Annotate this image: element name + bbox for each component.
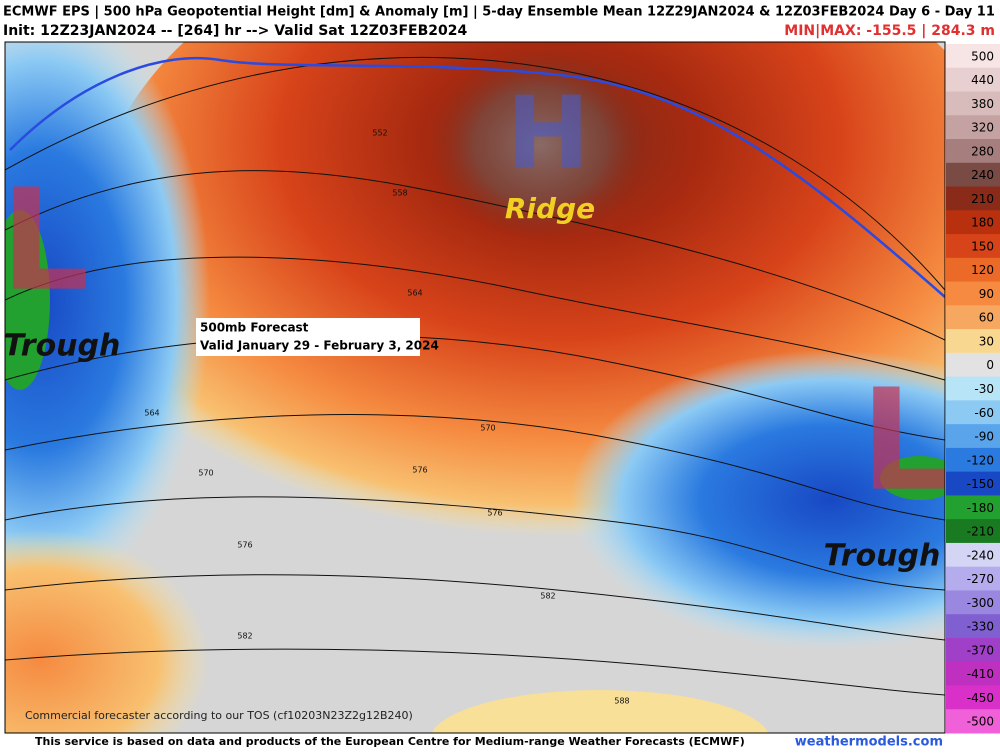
colorbar-label: 0 xyxy=(986,358,994,372)
contour-label: 582 xyxy=(540,592,555,601)
colorbar-swatch xyxy=(946,590,1000,615)
colorbar-label: 210 xyxy=(971,192,994,206)
contour-label: 552 xyxy=(372,129,387,138)
colorbar-swatch xyxy=(946,115,1000,140)
colorbar-label: -410 xyxy=(967,667,994,681)
forecast-box xyxy=(196,318,420,356)
colorbar-label: -120 xyxy=(967,453,994,467)
colorbar-swatch xyxy=(946,305,1000,330)
colorbar-swatch xyxy=(946,614,1000,639)
colorbar-label: 120 xyxy=(971,263,994,277)
contour-label: 564 xyxy=(407,289,422,298)
colorbar-label: -150 xyxy=(967,477,994,491)
colorbar-swatch xyxy=(946,447,1000,473)
colorbar-label: -90 xyxy=(974,430,994,444)
forecast-title: 500mb Forecast xyxy=(200,321,309,335)
footer-site: weathermodels.com xyxy=(795,735,943,750)
colorbar-label: -300 xyxy=(967,596,994,610)
colorbar-label: 90 xyxy=(979,287,994,301)
colorbar-label: 180 xyxy=(971,216,994,230)
colorbar-swatch xyxy=(946,329,1000,354)
colorbar-label: -30 xyxy=(974,382,994,396)
map-border xyxy=(4,41,946,734)
colorbar-swatch xyxy=(946,257,1000,283)
colorbar-label: -450 xyxy=(967,691,994,705)
colorbar-label: 60 xyxy=(979,311,994,325)
header-init: Init: 12Z23JAN2024 -- [264] hr --> Valid… xyxy=(3,23,467,39)
colorbar-swatch xyxy=(946,566,1000,591)
colorbar-swatch xyxy=(946,91,1000,116)
colorbar-label: -210 xyxy=(967,525,994,539)
colorbar-label: 440 xyxy=(971,73,994,87)
colorbar-label: -370 xyxy=(967,643,994,657)
colorbar-swatch xyxy=(946,495,1000,520)
colorbar-swatch xyxy=(946,44,1000,69)
colorbar-label: 240 xyxy=(971,168,994,182)
colorbar-swatch xyxy=(946,400,1000,425)
trough-label: Trough xyxy=(824,539,941,574)
footer-note: This service is based on data and produc… xyxy=(35,735,745,748)
colorbar-swatch xyxy=(946,637,1000,663)
header-minmax: MIN|MAX: -155.5 | 284.3 m xyxy=(784,23,995,39)
colorbar-label: -330 xyxy=(967,620,994,634)
contour-label: 558 xyxy=(392,189,407,198)
colorbar-swatch xyxy=(946,542,1000,568)
colorbar-swatch xyxy=(946,685,1000,710)
header-title: ECMWF EPS | 500 hPa Geopotential Height … xyxy=(3,5,995,20)
high-label: H xyxy=(506,74,590,191)
colorbar-label: -240 xyxy=(967,548,994,562)
contour-label: 570 xyxy=(480,424,495,433)
low-label: L xyxy=(860,360,949,523)
colorbar-label: 30 xyxy=(979,334,994,348)
colorbar-swatch xyxy=(946,210,1000,235)
colorbar-swatch xyxy=(946,519,1000,544)
low-label: L xyxy=(0,160,89,323)
contour-label: 570 xyxy=(198,469,213,478)
colorbar-swatch xyxy=(946,139,1000,164)
colorbar-swatch xyxy=(946,67,1000,93)
colorbar-swatch xyxy=(946,424,1000,449)
colorbar-swatch xyxy=(946,234,1000,259)
colorbar-swatch xyxy=(946,471,1000,496)
trough-label: Trough xyxy=(4,329,121,364)
colorbar-swatch xyxy=(946,186,1000,211)
forecast-valid: Valid January 29 - February 3, 2024 xyxy=(200,339,439,353)
tos-note: Commercial forecaster according to our T… xyxy=(25,709,413,722)
colorbar-swatch xyxy=(946,709,1000,734)
colorbar-label: -500 xyxy=(967,715,994,729)
contour-label: 576 xyxy=(412,466,427,475)
contour-label: 588 xyxy=(614,697,629,706)
ridge-label: Ridge xyxy=(505,192,595,225)
contour-label: 576 xyxy=(487,509,502,518)
colorbar-label: 280 xyxy=(971,144,994,158)
colorbar-label: -180 xyxy=(967,501,994,515)
colorbar-label: -270 xyxy=(967,572,994,586)
colorbar-label: 150 xyxy=(971,239,994,253)
colorbar-swatch xyxy=(946,162,1000,188)
contour-label: 564 xyxy=(144,409,159,418)
contour-label: 582 xyxy=(237,632,252,641)
colorbar-label: -60 xyxy=(974,406,994,420)
colorbar-label: 500 xyxy=(971,49,994,63)
colorbar-swatch xyxy=(946,661,1000,686)
colorbar-label: 320 xyxy=(971,121,994,135)
contour-label: 576 xyxy=(237,541,252,550)
colorbar-swatch xyxy=(946,376,1000,401)
colorbar-swatch xyxy=(946,352,1000,378)
colorbar-label: 380 xyxy=(971,97,994,111)
colorbar-swatch xyxy=(946,281,1000,306)
